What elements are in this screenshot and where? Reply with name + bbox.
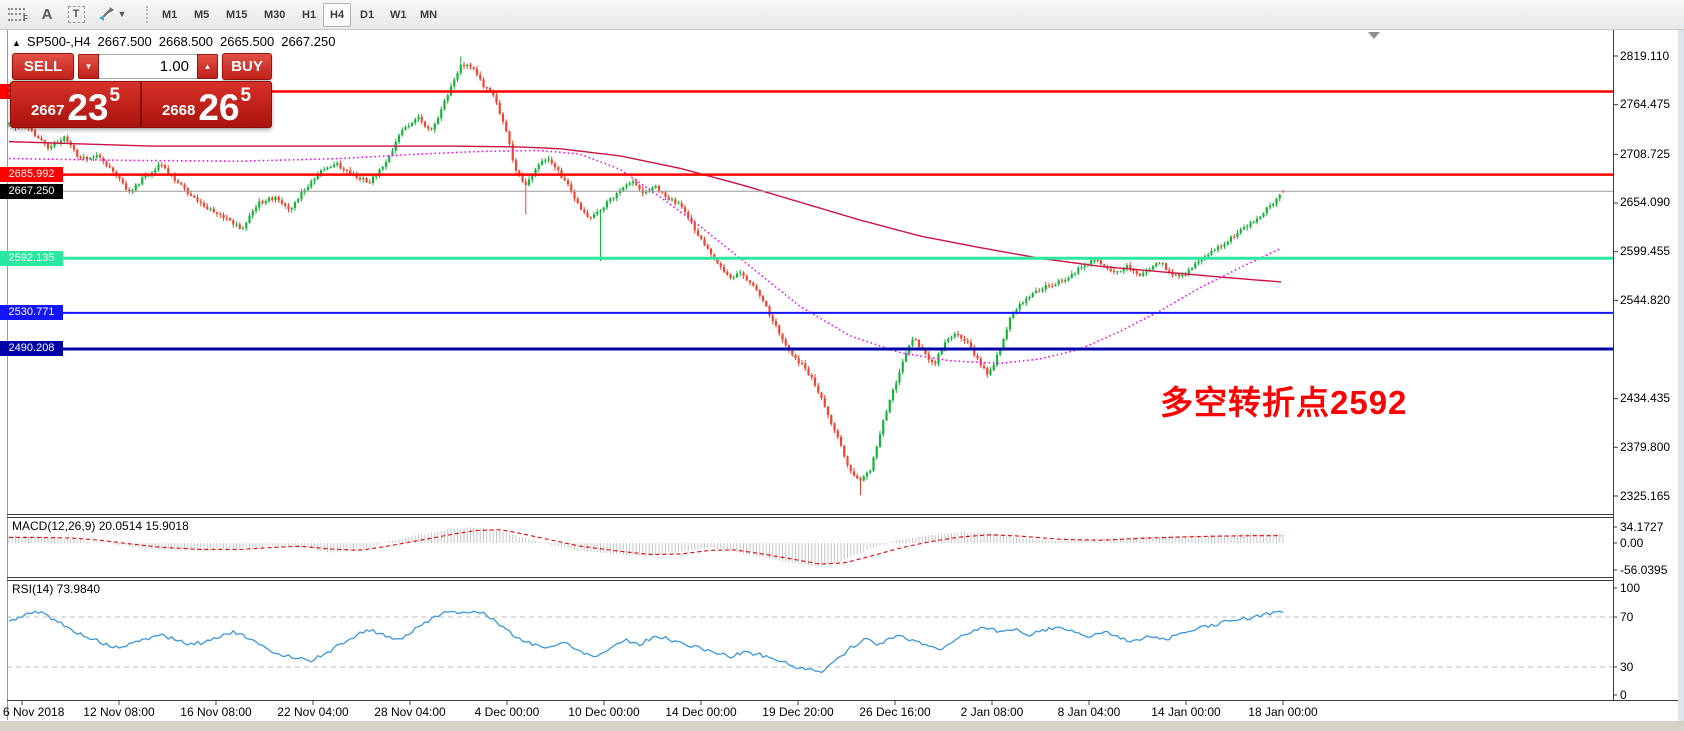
volume-increment-button[interactable]: ▲ [197,54,218,79]
text-box-tool-icon[interactable]: T [64,4,88,24]
time-tick-label: 6 Nov 2018 [3,705,65,719]
sell-price-prefix: 2667 [30,102,65,119]
tf-button-m5[interactable]: M5 [194,9,210,21]
letter-a-icon: A [41,5,53,23]
chart-shift-marker-icon[interactable] [1368,32,1380,39]
price-level-badge: 2490.208 [0,341,63,357]
tf-button-h1[interactable]: H1 [302,9,317,21]
price-tick-label: 2764.475 [1620,97,1671,112]
rsi-axis-label: 0 [1620,687,1627,702]
macd-indicator-label: MACD(12,26,9) 20.0514 15.9018 [12,519,189,533]
macd-axis-label: 0.00 [1620,535,1644,550]
price-level-badge: 2530.771 [0,305,63,321]
window-left-edge [0,29,7,731]
tf-button-m15[interactable]: M15 [226,9,248,21]
tf-button-m30[interactable]: M30 [264,9,286,21]
time-tick-label: 4 Dec 00:00 [474,705,540,719]
symbol-name: SP500-,H4 [26,34,91,49]
price-tick-label: 2379.800 [1620,439,1671,454]
dropdown-caret-icon: ▼ [117,9,127,19]
price-tick-label: 2434.435 [1620,391,1671,406]
price-tick-label: 2708.725 [1620,146,1671,161]
ohlc-high: 2668.500 [158,34,213,49]
time-tick-label: 12 Nov 08:00 [83,705,155,719]
tf-button-mn[interactable]: MN [420,9,438,21]
sell-price-big: 23 [67,86,109,128]
time-tick-label: 10 Dec 00:00 [568,705,640,719]
time-tick-label: 16 Nov 08:00 [180,705,252,719]
tf-button-w1[interactable]: W1 [390,9,407,21]
time-tick-label: 19 Dec 20:00 [762,705,834,719]
current-price-badge: 2667.250 [0,183,63,199]
window-right-scroll-strip [1678,29,1684,731]
sell-button[interactable]: SELL [12,53,74,80]
tf-button-d1[interactable]: D1 [360,9,375,21]
one-click-trading-panel: SELL ▼ ▲ BUY 2667 23 5 2668 26 5 [10,53,272,128]
tf-button-m1[interactable]: M1 [162,9,178,21]
buy-price-display[interactable]: 2668 26 5 [142,82,271,127]
price-tick-label: 2654.090 [1620,195,1671,210]
price-divider [140,82,142,127]
macd-axis-label: 34.1727 [1620,519,1664,534]
price-tick-label: 2819.110 [1620,48,1670,63]
buy-price-big: 26 [198,86,240,128]
ohlc-low: 2665.500 [219,34,275,49]
f-subscript: F [23,13,28,23]
buy-price-pip: 5 [240,85,252,106]
price-tick-label: 2544.820 [1620,292,1671,307]
buy-price-prefix: 2668 [161,102,196,119]
ohlc-close: 2667.250 [281,34,336,49]
time-tick-label: 14 Jan 00:00 [1151,705,1221,719]
time-tick-label: 26 Dec 16:00 [859,705,931,719]
price-tick-label: 2599.455 [1620,244,1671,259]
sell-price-display[interactable]: 2667 23 5 [11,82,140,127]
time-tick-label: 18 Jan 00:00 [1248,705,1318,719]
buy-button[interactable]: BUY [222,53,272,80]
text-label-tool-icon[interactable]: A [36,4,58,24]
rsi-axis-label: 70 [1620,609,1634,624]
chart-text-annotation: 多空转折点2592 [1160,384,1408,421]
tf-button-h4[interactable]: H4 [323,3,352,27]
price-level-badge: 2685.992 [0,167,63,183]
volume-input[interactable] [99,54,197,79]
toolbar: F A T ▼ M1 M5 M15 M30 H1 H4 D1 W1 MN [0,0,1684,30]
window-bottom-strip [0,721,1684,731]
time-tick-label: 28 Nov 04:00 [374,705,446,719]
rsi-axis-label: 30 [1620,659,1634,674]
diagonal-arrows-icon [98,7,114,21]
time-tick-label: 22 Nov 04:00 [277,705,349,719]
bid-ask-display: 2667 23 5 2668 26 5 [10,81,272,128]
time-tick-label: 14 Dec 00:00 [665,705,737,719]
dotted-lines-icon [8,7,26,21]
volume-decrement-button[interactable]: ▼ [78,54,99,79]
indicator-list-icon[interactable]: F [6,4,30,24]
time-tick-label: 8 Jan 04:00 [1057,705,1121,719]
symbol-arrow-icon: ▲ [12,38,21,48]
time-tick-label: 2 Jan 08:00 [960,705,1024,719]
sell-price-pip: 5 [109,85,121,106]
ohlc-open: 2667.500 [97,34,152,49]
letter-t-icon: T [67,5,85,23]
price-tick-label: 2325.165 [1620,488,1671,503]
macd-axis-label: -56.0395 [1620,562,1668,577]
rsi-indicator-label: RSI(14) 73.9840 [12,582,101,596]
rsi-axis-label: 100 [1620,580,1641,595]
cursor-arrows-tool[interactable]: ▼ [94,4,130,24]
symbol-ohlc-header: ▲ SP500-,H4 2667.500 2668.500 2665.500 2667.2… [12,34,335,49]
price-level-badge: 2592.135 [0,250,63,266]
toolbar-separator [146,6,148,23]
